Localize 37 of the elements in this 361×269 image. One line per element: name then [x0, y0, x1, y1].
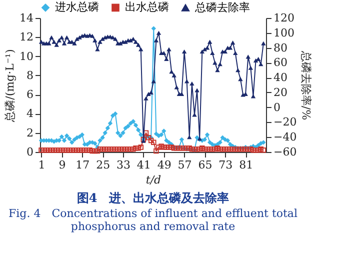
y2-tick-label: 80: [274, 41, 288, 54]
x-tick-label: 49: [157, 158, 172, 172]
text: Fig. 4 Concentrations of influent and effluent total phosphorus and removal rate: [8, 207, 298, 233]
y-tick-label: 8: [26, 68, 34, 82]
x-tick-label: 65: [198, 158, 212, 172]
x-tick-label: 57: [178, 158, 192, 172]
y-tick-label: 10: [20, 50, 34, 63]
y2-tick-label: 100: [274, 26, 294, 40]
legend-label: 出水总磷: [125, 0, 169, 14]
legend-label: 总磷去除率: [194, 0, 250, 14]
y2-tick-label: 20: [274, 86, 288, 99]
y-tick-label: 4: [26, 107, 34, 120]
x-tick-label: 1: [38, 158, 46, 172]
y2-tick-label: 0: [274, 100, 280, 114]
x-tick-label: 33: [116, 158, 130, 172]
text: 图4 进、出水总磷及去除率: [76, 191, 230, 205]
y-tick-label: 0: [26, 146, 34, 158]
y-tick-label: 14: [20, 12, 34, 24]
x-axis-title: t/d: [146, 174, 162, 186]
y2-axis-title: 总磷去除率/%: [300, 50, 313, 120]
x-tick-label: 17: [76, 158, 90, 172]
x-tick-label: 25: [96, 158, 110, 172]
y-axis-title: 总磷/(mg·L⁻¹): [4, 49, 17, 123]
y-tick-label: 12: [20, 30, 34, 44]
x-tick-label: 9: [58, 158, 66, 172]
y2-tick-label: −60: [274, 146, 297, 158]
y2-tick-label: 60: [274, 56, 288, 70]
x-tick-label: 73: [218, 158, 233, 172]
y2-tick-label: 40: [274, 71, 288, 84]
legend-label: 进水总磷: [55, 0, 99, 14]
x-tick-label: 81: [239, 158, 254, 172]
y2-tick-label: 120: [274, 12, 294, 24]
y2-tick-label: −40: [274, 130, 297, 144]
y-tick-label: 6: [26, 88, 34, 102]
y2-tick-label: −20: [274, 116, 297, 129]
y-tick-label: 2: [26, 126, 34, 140]
x-tick-label: 41: [136, 158, 151, 172]
